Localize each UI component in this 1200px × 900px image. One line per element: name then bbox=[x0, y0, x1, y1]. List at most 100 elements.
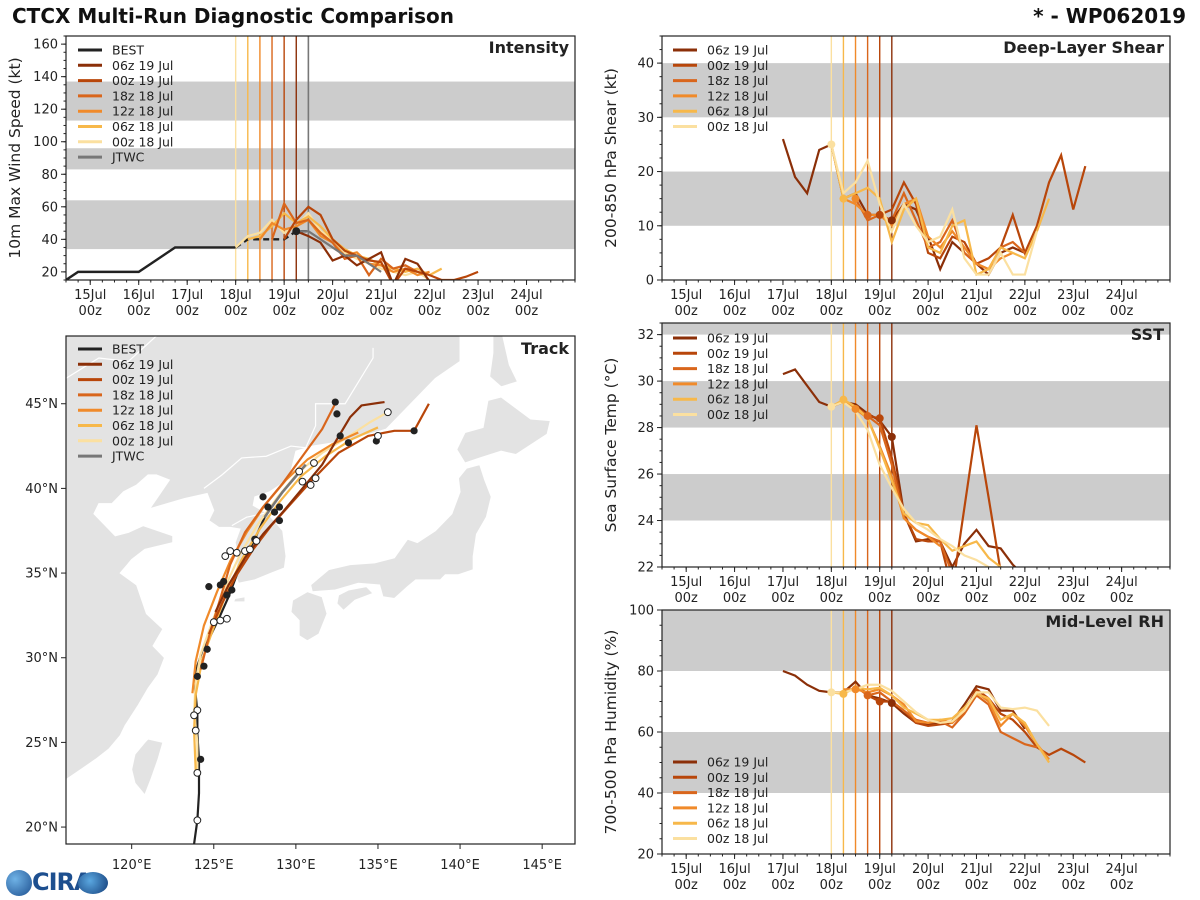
x-tick-label-hour: 00z bbox=[675, 304, 699, 319]
init-point-marker bbox=[827, 140, 836, 149]
series-line-06z-18-jul bbox=[830, 144, 1051, 277]
track-point-filled bbox=[200, 662, 208, 670]
rh-panel-title: Mid-Level RH bbox=[1045, 612, 1164, 631]
x-tick-label-date: 21Jul bbox=[960, 862, 992, 877]
legend-label: 18z 18 Jul bbox=[707, 361, 768, 376]
x-tick-label-date: 21Jul bbox=[365, 288, 397, 303]
legend-label: 00z 19 Jul bbox=[707, 770, 768, 785]
x-tick-label-date: 15Jul bbox=[670, 575, 702, 590]
lat-tick-label: 40°N bbox=[25, 482, 58, 497]
legend-label: BEST bbox=[112, 342, 144, 357]
intensity-shaded-band bbox=[66, 148, 575, 170]
legend-label: 18z 18 Jul bbox=[112, 88, 173, 103]
sst-y-axis-label: Sea Surface Temp (°C) bbox=[602, 358, 620, 533]
x-tick-label-date: 22Jul bbox=[1009, 575, 1041, 590]
x-tick-label-date: 19Jul bbox=[864, 575, 896, 590]
init-point-marker bbox=[875, 414, 884, 423]
series-line-18z-18-jul bbox=[854, 685, 1038, 749]
x-tick-label-hour: 00z bbox=[771, 304, 795, 319]
track-point-open bbox=[193, 768, 202, 777]
init-point-marker bbox=[839, 689, 848, 698]
x-tick-label-date: 23Jul bbox=[1057, 862, 1089, 877]
honshu bbox=[310, 464, 492, 599]
x-tick-label-hour: 00z bbox=[1062, 304, 1086, 319]
x-tick-label-hour: 00z bbox=[771, 878, 795, 893]
y-tick-label: 80 bbox=[41, 168, 58, 183]
x-tick-label-hour: 00z bbox=[1013, 304, 1037, 319]
init-point-marker bbox=[887, 432, 896, 441]
lon-tick-label: 135°E bbox=[358, 858, 398, 873]
y-tick-label: 20 bbox=[637, 848, 654, 863]
border-china-russia bbox=[305, 347, 374, 449]
x-tick-label-date: 24Jul bbox=[1106, 575, 1138, 590]
jeju bbox=[232, 596, 246, 603]
legend-label: 00z 19 Jul bbox=[112, 372, 173, 387]
sst-series-group bbox=[782, 368, 1017, 567]
track-point-open bbox=[193, 816, 202, 825]
sst-shaded-band bbox=[662, 323, 1170, 335]
map-group bbox=[66, 336, 575, 844]
y-tick-label: 24 bbox=[637, 514, 654, 529]
track-point-open bbox=[226, 547, 235, 555]
x-tick-label-hour: 00z bbox=[515, 304, 539, 319]
x-tick-label-hour: 00z bbox=[675, 591, 699, 606]
x-tick-label-date: 20Jul bbox=[912, 862, 944, 877]
x-tick-label-date: 15Jul bbox=[670, 862, 702, 877]
legend-label: 06z 18 Jul bbox=[707, 104, 768, 119]
track-line-06z-18-jul bbox=[192, 426, 379, 772]
y-tick-label: 40 bbox=[637, 57, 654, 72]
lon-tick-label: 120°E bbox=[112, 858, 152, 873]
x-tick-label-date: 16Jul bbox=[718, 575, 750, 590]
x-tick-label-hour: 00z bbox=[675, 878, 699, 893]
page-title: CTCX Multi-Run Diagnostic Comparison bbox=[12, 4, 454, 28]
legend-label: 06z 19 Jul bbox=[112, 58, 173, 73]
x-tick-label-hour: 00z bbox=[272, 304, 296, 319]
intensity-panel: 2040608010012014016015Jul00z16Jul00z17Ju… bbox=[6, 35, 576, 319]
series-line-best bbox=[66, 246, 236, 280]
rh-y-axis-label: 700-500 hPa Humidity (%) bbox=[602, 630, 620, 835]
y-tick-label: 22 bbox=[637, 561, 654, 576]
rh-panel: 2040608010015Jul00z16Jul00z17Jul00z18Jul… bbox=[602, 604, 1171, 893]
border-korea-dmz bbox=[231, 511, 270, 527]
x-tick-label-hour: 00z bbox=[176, 304, 200, 319]
x-tick-label-date: 20Jul bbox=[912, 575, 944, 590]
shikoku bbox=[336, 586, 374, 612]
track-point-filled bbox=[205, 583, 213, 591]
x-tick-label-date: 22Jul bbox=[1009, 288, 1041, 303]
intensity-series-group bbox=[66, 200, 479, 280]
legend-label: 06z 18 Jul bbox=[707, 816, 768, 831]
track-point-open bbox=[295, 467, 304, 476]
track-point-open bbox=[311, 474, 320, 483]
track-point-filled bbox=[228, 586, 236, 594]
legend-label: JTWC bbox=[111, 150, 145, 165]
legend-label: 06z 18 Jul bbox=[112, 418, 173, 433]
x-tick-label-hour: 00z bbox=[1110, 591, 1134, 606]
lat-tick-label: 20°N bbox=[25, 821, 58, 836]
x-tick-label-hour: 00z bbox=[723, 591, 747, 606]
y-tick-label: 10 bbox=[637, 219, 654, 234]
track-point-open bbox=[383, 408, 392, 417]
x-tick-label-hour: 00z bbox=[916, 304, 940, 319]
x-tick-label-hour: 00z bbox=[965, 304, 989, 319]
init-point-marker bbox=[851, 404, 860, 413]
sst-shaded-band bbox=[662, 474, 1170, 521]
legend-label: 12z 18 Jul bbox=[707, 376, 768, 391]
track-line-06z-19-jul bbox=[214, 400, 385, 613]
shear-shaded-band bbox=[662, 63, 1170, 118]
x-tick-label-date: 16Jul bbox=[718, 288, 750, 303]
y-tick-label: 40 bbox=[637, 787, 654, 802]
track-point-filled bbox=[344, 439, 353, 447]
y-tick-label: 20 bbox=[637, 165, 654, 180]
x-tick-label-date: 17Jul bbox=[767, 288, 799, 303]
sst-shaded-band bbox=[662, 381, 1170, 428]
series-line-00z-18-jul bbox=[830, 400, 995, 567]
border-north bbox=[66, 336, 157, 379]
x-tick-label-hour: 00z bbox=[79, 304, 103, 319]
init-point-marker bbox=[839, 395, 848, 404]
x-tick-label-date: 24Jul bbox=[510, 288, 542, 303]
y-tick-label: 28 bbox=[637, 421, 654, 436]
legend-label: 00z 18 Jul bbox=[707, 831, 768, 846]
